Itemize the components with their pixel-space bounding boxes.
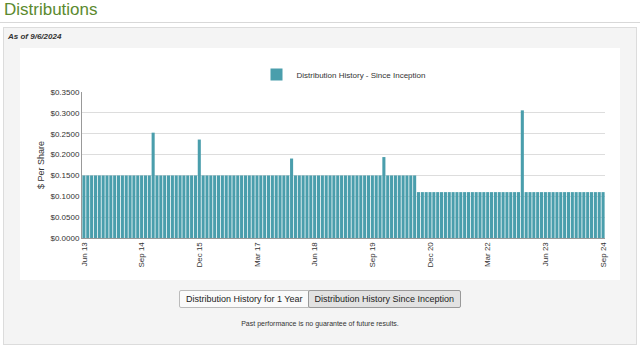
svg-text:$0.3500: $0.3500 (50, 88, 79, 97)
html-text:Past performance is no guarant: Past performance is no guarantee of futu… (241, 320, 399, 327)
svg-text:Distribution History - Since I: Distribution History - Since Inception (297, 71, 426, 80)
svg-text:$0.0500: $0.0500 (50, 213, 79, 222)
html-text:Distribution History Since Inc: Distribution History Since Inception (314, 294, 455, 304)
svg-text:$0.3000: $0.3000 (50, 109, 79, 118)
svg-text:Sep 14: Sep 14 (137, 242, 146, 268)
svg-text:$ Per Share: $ Per Share (36, 141, 46, 189)
svg-text:Mar 17: Mar 17 (253, 242, 262, 267)
svg-text:Jun 13: Jun 13 (80, 242, 89, 267)
svg-text:Sep 24: Sep 24 (599, 242, 608, 268)
svg-text:Jun 18: Jun 18 (310, 242, 319, 267)
svg-text:$0.1000: $0.1000 (50, 192, 79, 201)
html-text:Distributions: Distributions (4, 0, 98, 19)
svg-text:Mar 22: Mar 22 (483, 242, 492, 267)
svg-text:Dec 15: Dec 15 (195, 242, 204, 268)
svg-text:$0.1500: $0.1500 (50, 171, 79, 180)
html-text:Distribution History for 1 Yea: Distribution History for 1 Year (185, 294, 303, 304)
svg-text:$0.2000: $0.2000 (50, 150, 79, 159)
svg-text:Jun 23: Jun 23 (541, 242, 550, 267)
svg-text:Dec 20: Dec 20 (426, 242, 435, 268)
svg-text:Sep 19: Sep 19 (368, 242, 377, 268)
html-text:As of 9/6/2024: As of 9/6/2024 (8, 32, 62, 41)
svg-text:$0.2500: $0.2500 (50, 130, 79, 139)
svg-text:$0.0000: $0.0000 (50, 234, 79, 243)
